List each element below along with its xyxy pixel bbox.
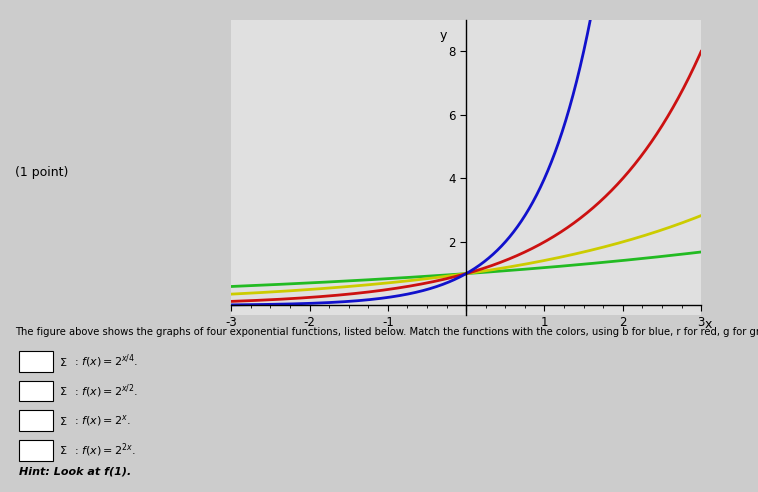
Text: : $f(x) = 2^{x/4}$.: : $f(x) = 2^{x/4}$. bbox=[74, 353, 139, 370]
Text: $\Sigma$: $\Sigma$ bbox=[59, 415, 67, 427]
Text: Hint: Look at f(1).: Hint: Look at f(1). bbox=[19, 466, 131, 476]
Text: : $f(x) = 2^{x}$.: : $f(x) = 2^{x}$. bbox=[74, 413, 131, 428]
Text: : $f(x) = 2^{x/2}$.: : $f(x) = 2^{x/2}$. bbox=[74, 382, 138, 400]
Text: : $f(x) = 2^{2x}$.: : $f(x) = 2^{2x}$. bbox=[74, 441, 136, 459]
Text: $\Sigma$: $\Sigma$ bbox=[59, 385, 67, 397]
Text: $\Sigma$: $\Sigma$ bbox=[59, 444, 67, 456]
Text: y: y bbox=[439, 29, 446, 42]
Text: $\Sigma$: $\Sigma$ bbox=[59, 356, 67, 368]
Text: x: x bbox=[705, 318, 713, 331]
Text: (1 point): (1 point) bbox=[15, 166, 68, 179]
Text: The figure above shows the graphs of four exponential functions, listed below. M: The figure above shows the graphs of fou… bbox=[15, 327, 758, 337]
